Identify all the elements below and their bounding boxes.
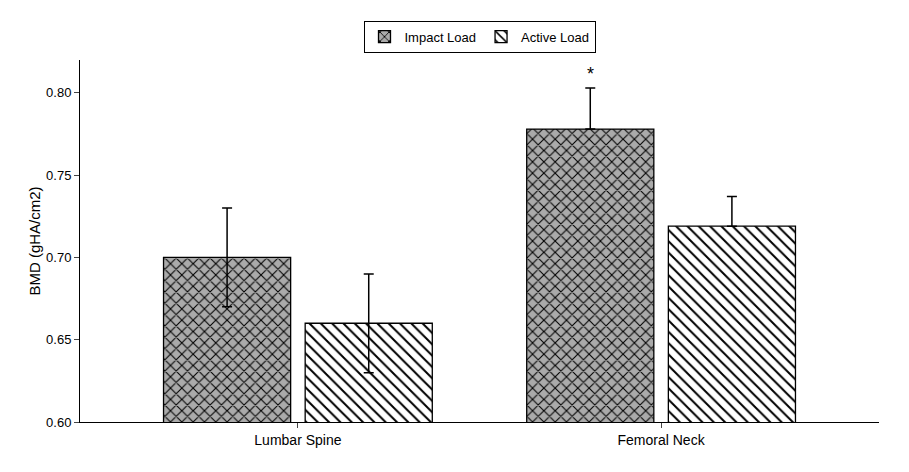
svg-text:Femoral Neck: Femoral Neck: [618, 432, 706, 448]
svg-text:0.65: 0.65: [46, 332, 71, 347]
svg-text:0.80: 0.80: [46, 85, 71, 100]
svg-text:Impact Load: Impact Load: [405, 30, 477, 45]
svg-text:*: *: [587, 64, 594, 84]
svg-text:0.75: 0.75: [46, 168, 71, 183]
svg-text:0.60: 0.60: [46, 415, 71, 430]
svg-text:Lumbar Spine: Lumbar Spine: [254, 432, 341, 448]
svg-text:Active Load: Active Load: [521, 30, 589, 45]
svg-text:BMD (gHA/cm2): BMD (gHA/cm2): [26, 186, 43, 295]
svg-text:0.70: 0.70: [46, 250, 71, 265]
